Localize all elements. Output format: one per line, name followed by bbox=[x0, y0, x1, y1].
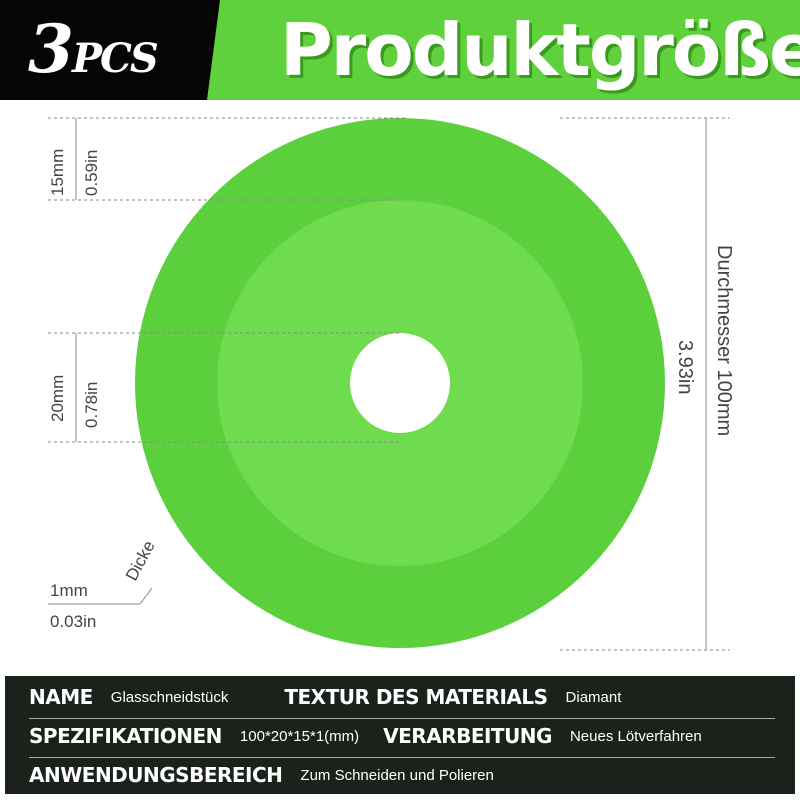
count-number: 3 bbox=[28, 10, 74, 88]
dimension-arrows bbox=[48, 118, 707, 650]
divider bbox=[29, 718, 775, 719]
diameter-label: Durchmesser 100mm bbox=[713, 245, 735, 437]
spec-key: NAME bbox=[29, 685, 93, 709]
ring-width-in: 0.59in bbox=[82, 149, 101, 196]
spec-key: TEXTUR DES MATERIALS bbox=[284, 685, 548, 709]
hole-in: 0.78in bbox=[82, 381, 101, 428]
hole-mm: 20mm bbox=[48, 374, 67, 422]
count-badge bbox=[0, 0, 220, 100]
spec-panel: NAME Glasschneidstück TEXTUR DES MATERIAL… bbox=[5, 676, 795, 794]
spec-value: Zum Schneiden und Polieren bbox=[300, 766, 494, 784]
page-title: Produktgröße bbox=[280, 8, 800, 92]
spec-key: SPEZIFIKATIONEN bbox=[29, 724, 222, 748]
spec-value: Glasschneidstück bbox=[110, 688, 229, 706]
spec-row: ANWENDUNGSBEREICH Zum Schneiden und Polie… bbox=[29, 756, 775, 794]
count-unit: PCS bbox=[71, 35, 159, 82]
spec-row: NAME Glasschneidstück TEXTUR DES MATERIAL… bbox=[29, 678, 775, 716]
spec-key: ANWENDUNGSBEREICH bbox=[29, 763, 283, 787]
thickness-mm: 1mm bbox=[50, 581, 88, 600]
thickness-in: 0.03in bbox=[50, 612, 97, 631]
dimension-lines bbox=[48, 117, 730, 651]
divider bbox=[29, 757, 775, 758]
count-text: 3PCS bbox=[28, 10, 159, 88]
diameter-in: 3.93in bbox=[674, 340, 696, 395]
disc-diagram bbox=[48, 117, 730, 651]
spec-value: Diamant bbox=[565, 688, 622, 706]
spec-row: SPEZIFIKATIONEN 100*20*15*1(mm) VERARBEIT… bbox=[29, 717, 775, 755]
spec-key: VERARBEITUNG bbox=[383, 724, 552, 748]
spec-value: 100*20*15*1(mm) bbox=[239, 727, 360, 745]
disc-hole bbox=[350, 333, 450, 433]
spec-value: Neues Lötverfahren bbox=[569, 727, 702, 745]
ring-width-mm: 15mm bbox=[48, 148, 67, 196]
